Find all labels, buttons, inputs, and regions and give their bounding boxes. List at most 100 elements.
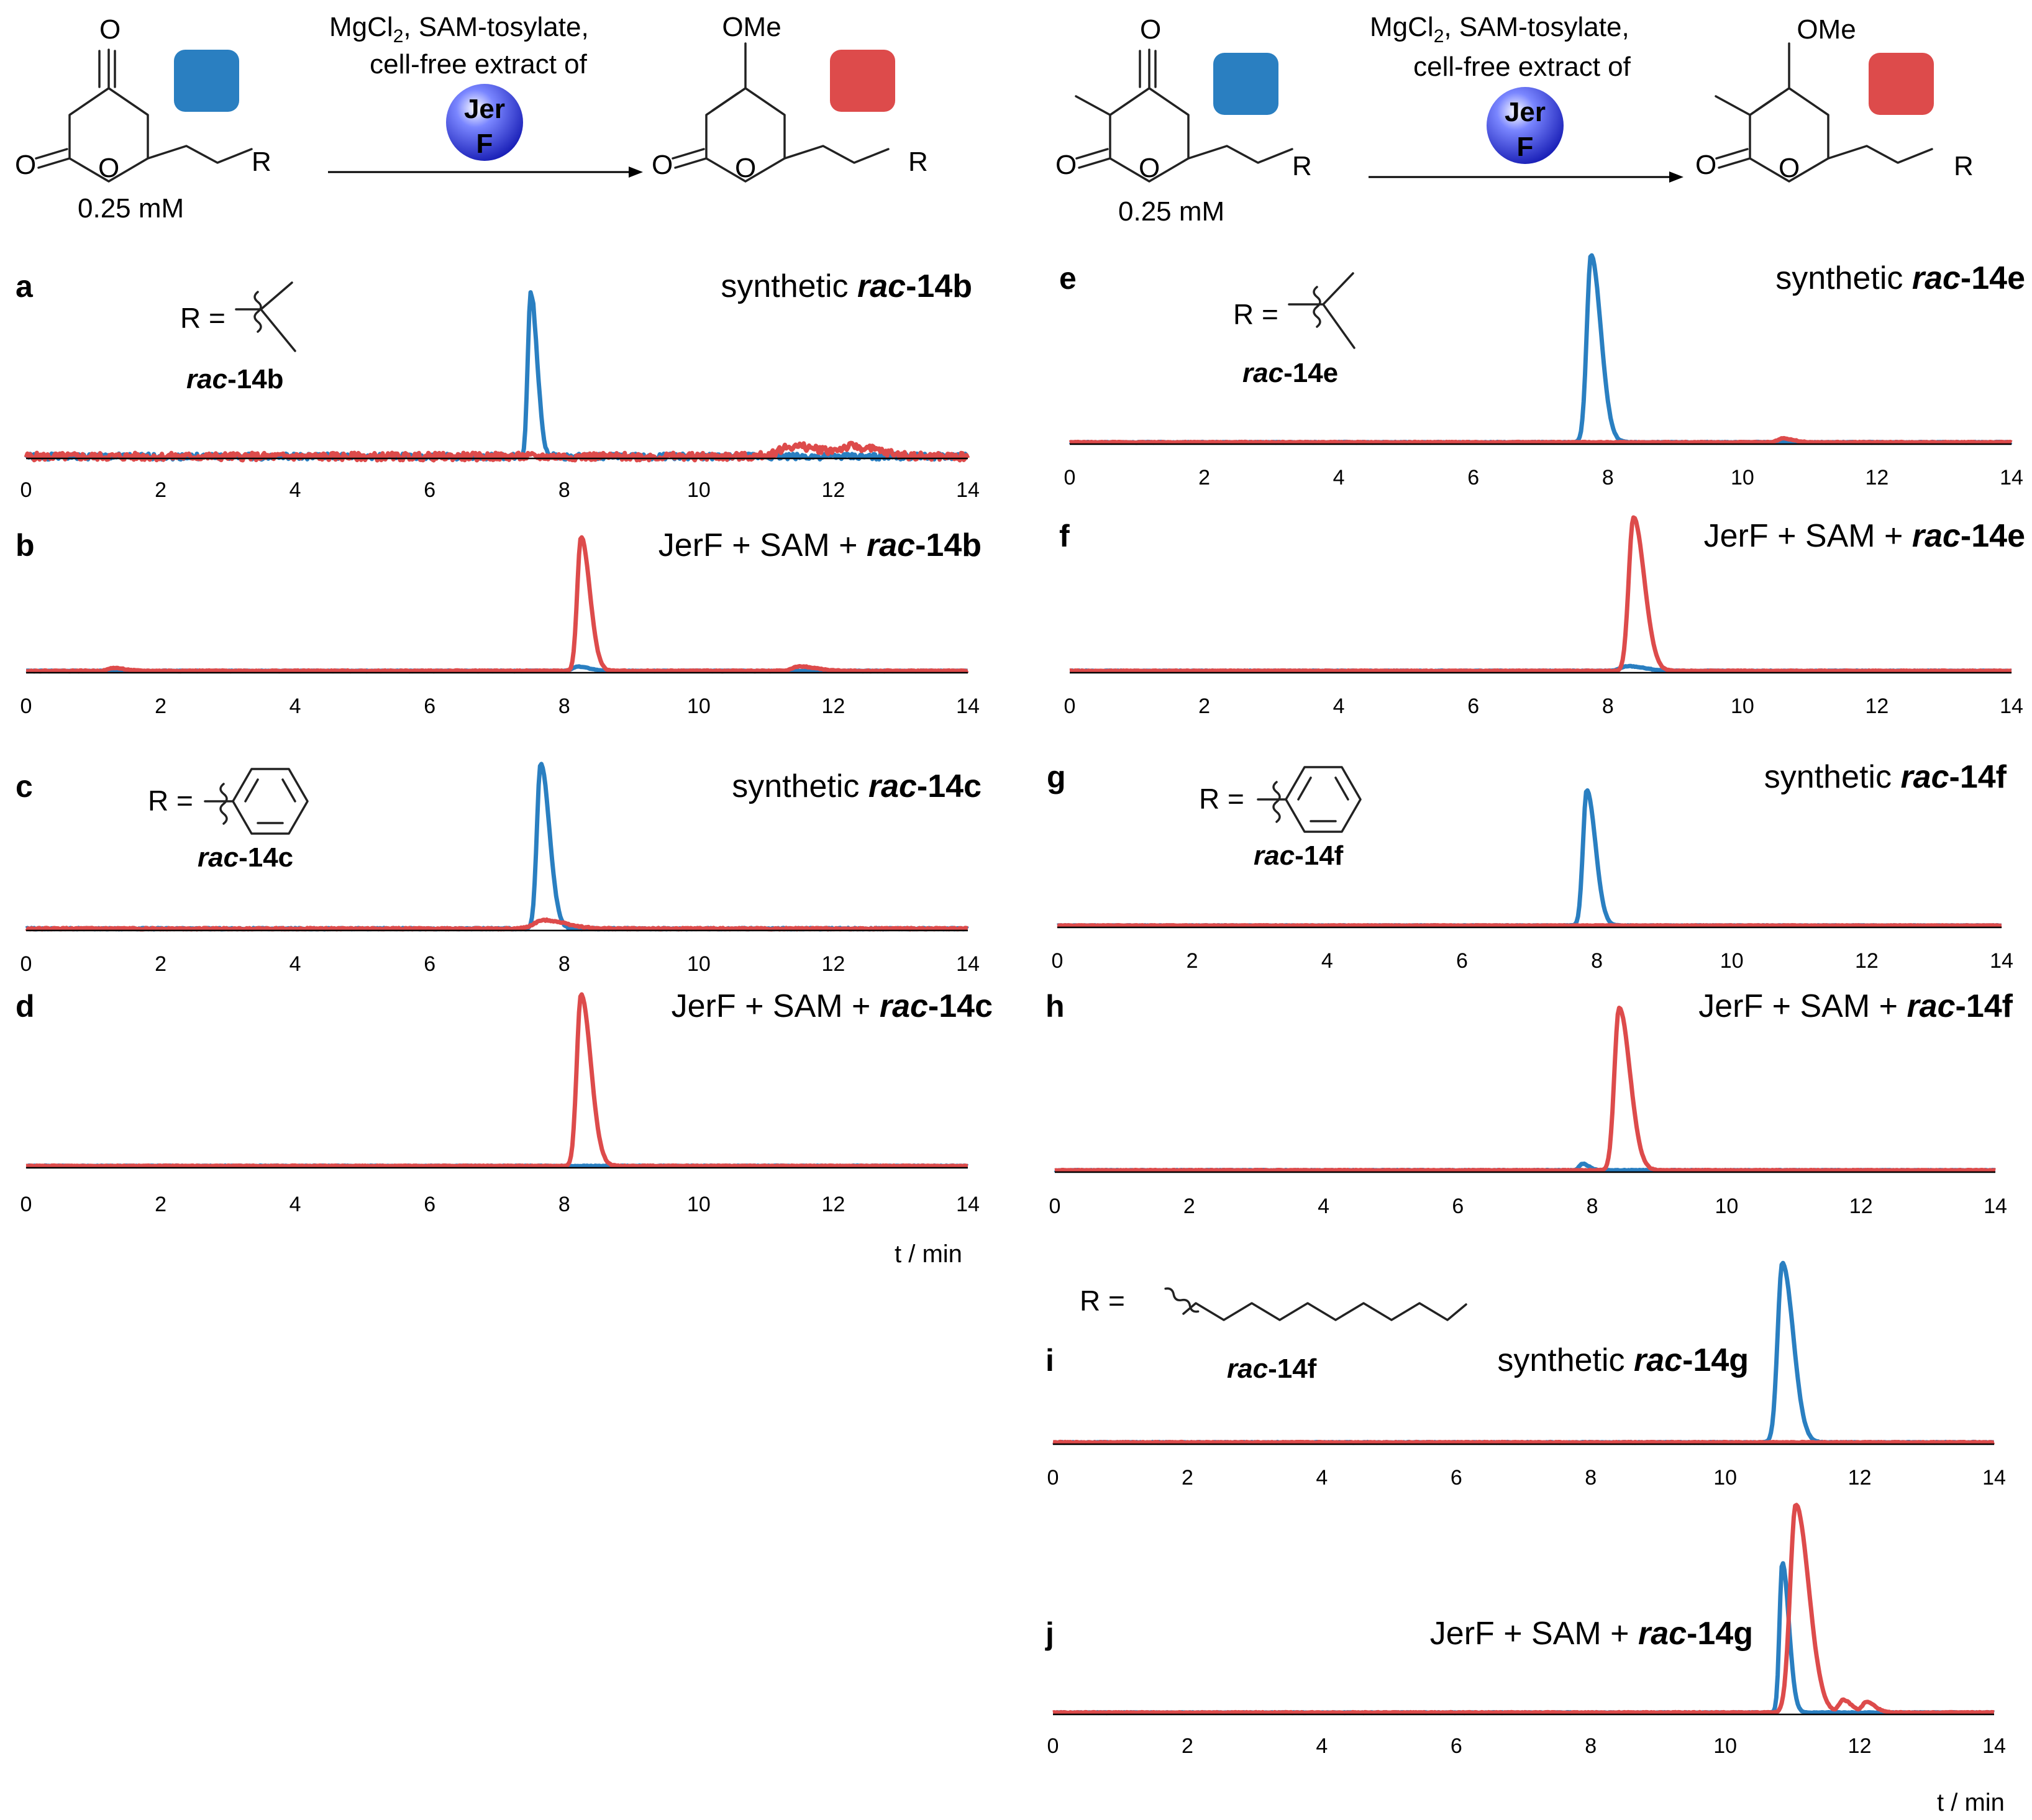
isopropyl-bonds-e — [1288, 272, 1355, 349]
cpd-e-post: -14e — [1283, 358, 1338, 388]
panel-title-g: synthetic rac-14f — [1764, 759, 2007, 795]
tick-label-d-0: 0 — [21, 1193, 32, 1216]
tick-label-d-4: 8 — [558, 1193, 570, 1216]
substrate-o-top-left: O — [99, 14, 121, 45]
panel-title-d: JerF + SAM + rac-14c — [672, 988, 993, 1024]
chromatogram-panel-h: 0 2 4 6 8 10 12 14 h JerF + SAM + rac-14f — [1046, 988, 2013, 1218]
tick-label-c-3: 6 — [424, 952, 435, 976]
cpd-g-post: -14f — [1295, 840, 1344, 871]
trace-product-a — [24, 440, 970, 463]
tick-label-i-7: 14 — [1982, 1466, 2006, 1490]
panel-label-j: j — [1045, 1616, 1054, 1651]
compound-name-a: rac-14b — [186, 364, 284, 394]
panel-label-h: h — [1046, 989, 1065, 1024]
panel-title-rac-g: rac — [1900, 759, 1949, 795]
panel-title-b: JerF + SAM + rac-14b — [658, 527, 982, 563]
enzyme-label-top-left: Jer — [464, 94, 505, 124]
chromatogram-panel-g: 0 2 4 6 8 10 12 14g synthetic rac-14f — [1047, 759, 2013, 973]
tick-label-j-4: 8 — [1585, 1734, 1597, 1758]
tick-label-a-3: 6 — [424, 478, 435, 502]
tick-label-b-6: 12 — [822, 694, 845, 718]
tick-label-i-5: 10 — [1713, 1466, 1737, 1490]
product-ring-o-right: O — [1779, 153, 1800, 183]
panel-title-rac-i: rac — [1634, 1342, 1682, 1378]
enzyme-ball-left — [446, 84, 523, 161]
cpd-g-pre: rac — [1254, 840, 1295, 871]
chromatogram-panel-f: 0 2 4 6 8 10 12 14 f JerF + SAM + rac-14e — [1059, 515, 2025, 718]
tick-label-c-2: 4 — [289, 952, 301, 976]
panel-label-c: c — [16, 769, 33, 804]
trace-product-d — [25, 992, 969, 1169]
panel-title-plain-f: JerF + SAM + — [1704, 518, 1912, 554]
substrate-r-right: R — [1292, 151, 1312, 181]
tick-label-j-1: 2 — [1182, 1734, 1193, 1758]
tick-label-j-2: 4 — [1316, 1734, 1328, 1758]
panel-title-cpd-g: -14f — [1949, 759, 2007, 795]
tick-label-f-5: 10 — [1731, 694, 1754, 718]
tick-label-g-0: 0 — [1052, 949, 1064, 973]
tick-label-e-3: 6 — [1467, 466, 1479, 489]
product-structure-left: OMe O O R — [652, 12, 928, 183]
panel-title-a: synthetic rac-14b — [721, 268, 972, 304]
panel-title-rac-h: rac — [1907, 988, 1955, 1024]
cond-rest-left: , SAM-tosylate, — [403, 12, 588, 42]
trace-product-h — [1054, 1006, 1997, 1173]
conditions-line2-right: cell-free extract of — [1413, 52, 1631, 82]
panel-title-j: JerF + SAM + rac-14g — [1430, 1616, 1753, 1652]
panel-title-cpd-d: -14c — [928, 988, 993, 1024]
tick-label-e-7: 14 — [2000, 466, 2023, 489]
tick-label-i-6: 12 — [1848, 1466, 1872, 1490]
chromatogram-panel-e: 0 2 4 6 8 10 12 14e synthetic rac-14e — [1059, 253, 2025, 489]
product-ring-o-left: O — [735, 153, 756, 183]
tick-label-e-1: 2 — [1198, 466, 1210, 489]
panel-label-d: d — [16, 989, 35, 1024]
tick-label-g-4: 8 — [1591, 949, 1603, 973]
x-unit-label-right: t / min — [1937, 1789, 2005, 1816]
tick-label-d-1: 2 — [155, 1193, 166, 1216]
tick-label-b-5: 10 — [687, 694, 711, 718]
conditions-line1-right: MgCl2, SAM-tosylate, — [1370, 12, 1629, 47]
tick-label-i-3: 6 — [1451, 1466, 1462, 1490]
tick-label-b-0: 0 — [21, 694, 32, 718]
panel-title-plain-j: JerF + SAM + — [1430, 1616, 1638, 1652]
cond-sub-left: 2 — [393, 26, 404, 47]
tick-label-g-1: 2 — [1187, 949, 1198, 973]
tick-label-e-4: 8 — [1602, 466, 1614, 489]
cond-rest-right: , SAM-tosylate, — [1444, 12, 1629, 42]
tick-label-c-0: 0 — [21, 952, 32, 976]
chromatogram-panel-c: 0 2 4 6 8 10 12 14c synthetic rac-14c — [16, 762, 982, 976]
panel-title-rac-b: rac — [867, 527, 915, 563]
phenyl-ring-c — [232, 768, 309, 835]
tick-label-i-1: 2 — [1182, 1466, 1193, 1490]
isopropyl-bonds-a — [235, 281, 296, 352]
tick-label-a-4: 8 — [558, 478, 570, 502]
tick-label-c-1: 2 — [155, 952, 166, 976]
reaction-arrowhead-right — [1669, 171, 1683, 183]
cpd-i-pre: rac — [1227, 1354, 1268, 1384]
chromatogram-panel-d: 0 2 4 6 8 10 12 14 d JerF + SAM + rac-14c — [16, 988, 993, 1216]
tick-label-j-0: 0 — [1047, 1734, 1059, 1758]
substrate-ring-o-left: O — [98, 153, 119, 183]
panel-title-plain-i: synthetic — [1497, 1342, 1634, 1378]
panel-title-cpd-a: -14b — [906, 268, 972, 304]
conditions-line1-left: MgCl2, SAM-tosylate, — [329, 12, 589, 47]
tick-label-d-2: 4 — [289, 1193, 301, 1216]
chromatogram-panel-b: 0 2 4 6 8 10 12 14 b JerF + SAM + rac-14b — [16, 527, 982, 718]
concentration-left: 0.25 mM — [78, 193, 184, 224]
tick-label-b-7: 14 — [956, 694, 980, 718]
trace-product-c — [25, 917, 969, 932]
conditions-line2-left: cell-free extract of — [370, 49, 587, 80]
trace-substrate-a — [24, 290, 969, 462]
cpd-e-pre: rac — [1242, 358, 1283, 388]
tick-label-g-5: 10 — [1720, 949, 1744, 973]
rgroup-label-e: R = — [1233, 298, 1278, 330]
product-carbonyl-o-left: O — [652, 150, 673, 180]
tick-label-a-2: 4 — [289, 478, 301, 502]
tick-label-h-7: 14 — [1984, 1194, 2007, 1218]
substrate-color-key-left — [174, 50, 239, 112]
product-structure-right: OMe O O R — [1695, 14, 1974, 183]
trace-product-f — [1068, 515, 2013, 673]
cond-mgcl-left: MgCl — [329, 12, 393, 42]
trace-product-j — [1052, 1503, 1995, 1716]
